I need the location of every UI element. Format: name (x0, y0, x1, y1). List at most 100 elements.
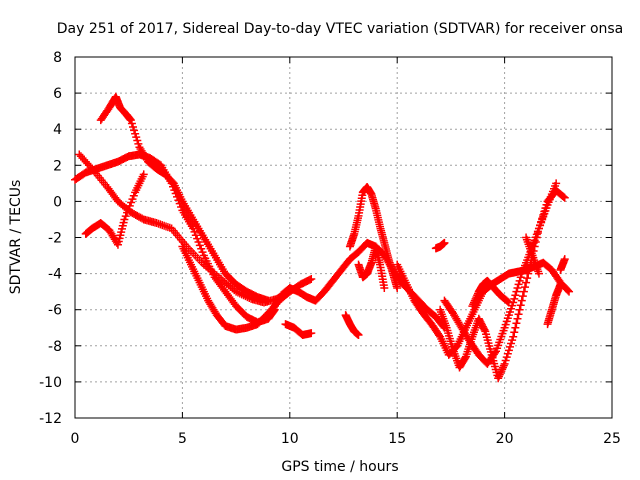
data-point (471, 294, 480, 303)
data-point (517, 296, 526, 305)
y-tick-label: -2 (48, 231, 62, 247)
data-point (518, 292, 527, 301)
data-point (525, 265, 534, 274)
data-point (560, 193, 569, 202)
series-arc-9 (345, 182, 402, 293)
data-point (232, 287, 241, 296)
data-point (515, 276, 524, 285)
y-tick-label: -6 (48, 303, 62, 319)
data-point (514, 310, 523, 319)
data-point (480, 325, 489, 334)
data-point (513, 314, 522, 323)
data-point (511, 291, 520, 300)
data-point (494, 374, 503, 383)
data-point (112, 238, 121, 247)
data-point (498, 365, 507, 374)
data-point (472, 293, 481, 302)
data-point (503, 297, 512, 306)
series-arc-18 (556, 255, 569, 274)
y-tick-label: 8 (53, 50, 62, 66)
y-tick-label: 2 (53, 158, 62, 174)
data-point (510, 294, 519, 303)
data-point (461, 353, 470, 362)
data-point (512, 287, 521, 296)
data-point (516, 273, 525, 282)
data-point (497, 367, 506, 376)
data-point (510, 328, 519, 337)
y-tick-label: -10 (39, 375, 62, 391)
y-tick-label: 4 (53, 122, 62, 138)
data-markers (71, 92, 574, 383)
series-arc-12 (431, 238, 449, 253)
data-point (233, 288, 242, 297)
data-point (552, 179, 561, 188)
x-tick-label: 5 (178, 431, 187, 447)
data-point (307, 275, 316, 284)
data-point (473, 291, 482, 300)
series-arc-1 (71, 150, 279, 327)
data-point (494, 372, 503, 381)
y-axis-label: SDTVAR / TECUs (8, 180, 24, 295)
data-point (504, 298, 513, 307)
data-point (560, 255, 569, 264)
data-point (565, 287, 574, 296)
data-point (556, 280, 565, 289)
y-tick-label: -8 (48, 339, 62, 355)
series-arc-14 (440, 179, 561, 368)
series-arc-13 (436, 186, 569, 383)
data-point (523, 274, 532, 283)
series-arc-15 (468, 276, 513, 311)
data-point (512, 319, 521, 328)
data-point (515, 305, 524, 314)
data-point (516, 301, 525, 310)
y-tick-label: -12 (39, 411, 62, 427)
data-point (534, 269, 543, 278)
series-arc-16 (522, 233, 543, 278)
series-arc-10 (354, 242, 389, 293)
data-point (470, 296, 479, 305)
data-point (264, 296, 273, 305)
x-tick-label: 25 (603, 431, 621, 447)
data-point (499, 361, 508, 370)
data-point (498, 363, 507, 372)
data-point (380, 284, 389, 293)
data-point (559, 192, 568, 201)
data-point (495, 370, 504, 379)
data-point (511, 323, 520, 332)
data-point (514, 280, 523, 289)
data-point (469, 300, 478, 309)
series-arc-7 (281, 320, 316, 339)
series-arc-8 (341, 311, 363, 339)
series-arc-3 (96, 92, 273, 305)
chart-title: Day 251 of 2017, Sidereal Day-to-day VTE… (57, 21, 624, 37)
data-point (468, 302, 477, 311)
x-axis-label: GPS time / hours (281, 459, 398, 475)
data-point (509, 332, 518, 341)
axis-ticks: 0 5 10 15 20 25 -12 -10 -8 -6 -4 -2 0 2 4 6 8 (39, 50, 621, 447)
data-point (563, 286, 572, 295)
series-arc-4 (81, 170, 148, 249)
series-arc-17 (543, 280, 565, 329)
data-point (469, 298, 478, 307)
data-point (86, 163, 95, 172)
data-point (307, 329, 316, 338)
x-tick-label: 10 (281, 431, 299, 447)
data-point (490, 348, 499, 357)
data-point (440, 238, 449, 247)
grid (75, 57, 612, 418)
data-point (139, 170, 148, 179)
data-point (354, 330, 363, 339)
x-tick-label: 20 (496, 431, 514, 447)
data-point (522, 278, 531, 287)
data-point (519, 287, 528, 296)
data-point (521, 283, 530, 292)
x-tick-label: 0 (71, 431, 80, 447)
data-point (393, 284, 402, 293)
y-tick-label: -4 (48, 267, 62, 283)
x-tick-label: 15 (388, 431, 406, 447)
data-point (513, 284, 522, 293)
series-arc-11 (393, 258, 574, 359)
y-tick-label: 0 (53, 194, 62, 210)
y-tick-label: 6 (53, 86, 62, 102)
